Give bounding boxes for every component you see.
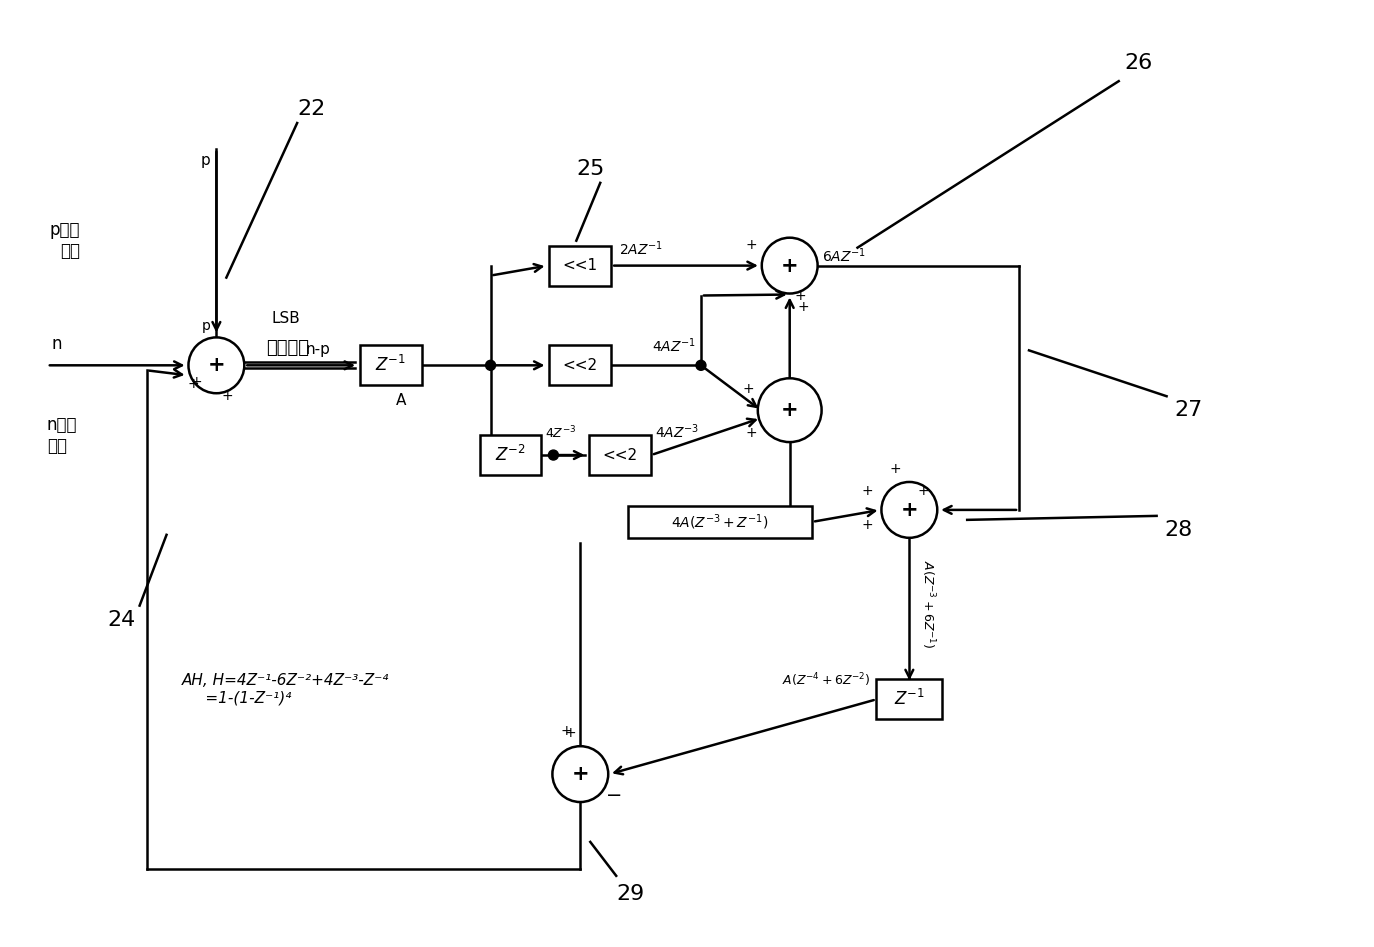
Text: +: + (780, 401, 798, 420)
Text: p: p (202, 319, 210, 333)
Text: 相位截断: 相位截断 (267, 339, 309, 357)
Text: p位相
位值: p位相 位值 (49, 222, 80, 260)
Text: $Z^{-2}$: $Z^{-2}$ (495, 445, 526, 465)
Text: 29: 29 (616, 884, 644, 903)
Text: +: + (889, 462, 901, 476)
Bar (877, 679, 943, 720)
Circle shape (188, 337, 245, 393)
Text: 25: 25 (576, 159, 605, 179)
Text: $2AZ^{-1}$: $2AZ^{-1}$ (620, 239, 664, 258)
Circle shape (552, 746, 609, 802)
Text: $6AZ^{-1}$: $6AZ^{-1}$ (822, 246, 866, 265)
Text: $Z^{-1}$: $Z^{-1}$ (375, 355, 407, 375)
Text: +: + (794, 289, 807, 302)
Text: $4AZ^{-3}$: $4AZ^{-3}$ (655, 422, 699, 441)
Circle shape (761, 238, 818, 294)
Text: 26: 26 (1124, 53, 1153, 73)
Text: +: + (861, 484, 874, 498)
Text: 27: 27 (1175, 401, 1202, 420)
Bar (550, 346, 611, 385)
Text: +: + (798, 299, 809, 313)
Text: n-p: n-p (306, 343, 331, 357)
Text: $A(Z^{-3}+6Z^{-1})$: $A(Z^{-3}+6Z^{-1})$ (919, 561, 937, 649)
Text: <<1: <<1 (563, 259, 598, 273)
Text: +: + (742, 383, 754, 396)
Bar (628, 506, 812, 538)
Text: −: − (606, 786, 622, 805)
Text: p: p (201, 153, 210, 168)
Text: +: + (572, 764, 589, 784)
Text: $4Z^{-3}$: $4Z^{-3}$ (545, 424, 577, 441)
Text: LSB: LSB (271, 311, 300, 326)
Text: +: + (780, 256, 798, 276)
Text: +: + (221, 389, 234, 403)
Circle shape (485, 360, 496, 370)
Text: 24: 24 (107, 610, 136, 630)
Text: n: n (52, 335, 62, 353)
Bar (360, 346, 422, 385)
Text: +: + (561, 724, 572, 739)
Text: <<2: <<2 (603, 448, 638, 462)
Text: +: + (918, 484, 929, 498)
Circle shape (758, 378, 822, 442)
Text: $A(Z^{-4}+6Z^{-2})$: $A(Z^{-4}+6Z^{-2})$ (782, 671, 871, 689)
Circle shape (697, 360, 706, 370)
Text: +: + (745, 426, 757, 440)
Text: +: + (861, 518, 874, 532)
Text: $4A(Z^{-3}+Z^{-1})$: $4A(Z^{-3}+Z^{-1})$ (672, 512, 768, 531)
Text: +: + (191, 375, 202, 389)
Text: +: + (207, 355, 225, 375)
Circle shape (882, 482, 937, 538)
Text: $4AZ^{-1}$: $4AZ^{-1}$ (651, 337, 697, 355)
Text: +: + (565, 726, 576, 741)
Bar (480, 435, 541, 475)
Text: +: + (188, 377, 199, 391)
Bar (589, 435, 651, 475)
Text: <<2: <<2 (563, 358, 598, 373)
Text: +: + (900, 500, 918, 520)
Text: n位相
位值: n位相 位值 (47, 416, 77, 455)
Text: +: + (745, 238, 757, 252)
Bar (550, 245, 611, 286)
Text: $Z^{-1}$: $Z^{-1}$ (894, 689, 925, 709)
Text: 22: 22 (297, 99, 326, 119)
Text: A: A (396, 393, 407, 408)
Text: AH, H=4Z⁻¹-6Z⁻²+4Z⁻³-Z⁻⁴
     =1-(1-Z⁻¹)⁴: AH, H=4Z⁻¹-6Z⁻²+4Z⁻³-Z⁻⁴ =1-(1-Z⁻¹)⁴ (181, 673, 389, 706)
Text: 28: 28 (1164, 520, 1193, 540)
Circle shape (548, 450, 558, 460)
